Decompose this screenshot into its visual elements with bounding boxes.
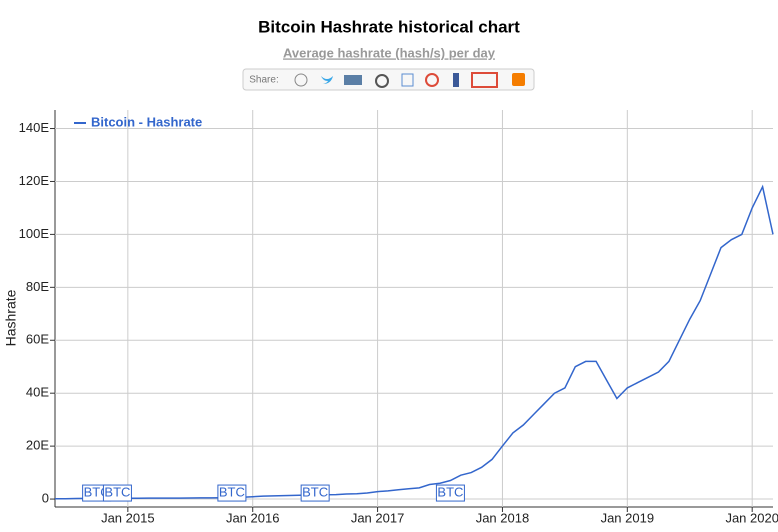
annotation: BTC <box>435 484 465 502</box>
annotation: BTC <box>217 484 247 502</box>
annotation-box <box>435 484 465 502</box>
x-tick-label: Jan 2020 <box>725 510 778 525</box>
share-icon[interactable] <box>321 76 333 84</box>
annotation: BTC <box>300 484 330 502</box>
share-label: Share: <box>249 75 278 86</box>
x-tick-label: Jan 2018 <box>476 510 530 525</box>
share-icon[interactable] <box>512 73 525 86</box>
annotation: BTC <box>102 484 132 502</box>
annotation-box <box>102 484 132 502</box>
annotation-box <box>300 484 330 502</box>
annotation-box <box>217 484 247 502</box>
annotation-label: BTC <box>302 484 328 499</box>
x-tick-label: Jan 2019 <box>601 510 655 525</box>
annotation-label: BTC <box>437 484 463 499</box>
share-icon[interactable] <box>294 73 308 87</box>
chart-subtitle: Average hashrate (hash/s) per day <box>283 45 496 60</box>
y-tick-label: 40E <box>26 385 49 400</box>
share-icon[interactable] <box>471 72 498 88</box>
data-line <box>54 184 774 500</box>
y-tick-label: 140E <box>19 120 50 135</box>
y-tick-label: 120E <box>19 173 50 188</box>
share-icon[interactable] <box>375 74 389 88</box>
share-icon[interactable] <box>425 73 439 87</box>
y-tick-label: 20E <box>26 438 49 453</box>
y-tick-label: 0 <box>42 490 49 505</box>
y-tick-label: 80E <box>26 279 49 294</box>
y-tick-label: 60E <box>26 332 49 347</box>
annotation-label: BTC <box>104 484 130 499</box>
chart-title: Bitcoin Hashrate historical chart <box>258 17 520 36</box>
y-tick-label: 100E <box>19 226 50 241</box>
share-icon[interactable] <box>401 73 414 87</box>
share-icon[interactable] <box>453 73 459 87</box>
legend-label: Bitcoin - Hashrate <box>91 114 202 129</box>
x-tick-label: Jan 2017 <box>351 510 405 525</box>
share-bar: Share: <box>242 68 535 91</box>
y-axis-label: Hashrate <box>3 289 19 346</box>
share-icon[interactable] <box>344 75 362 85</box>
x-tick-label: Jan 2016 <box>226 510 280 525</box>
share-icons[interactable] <box>294 72 525 88</box>
x-tick-label: Jan 2015 <box>101 510 155 525</box>
annotation-label: BTC <box>219 484 245 499</box>
